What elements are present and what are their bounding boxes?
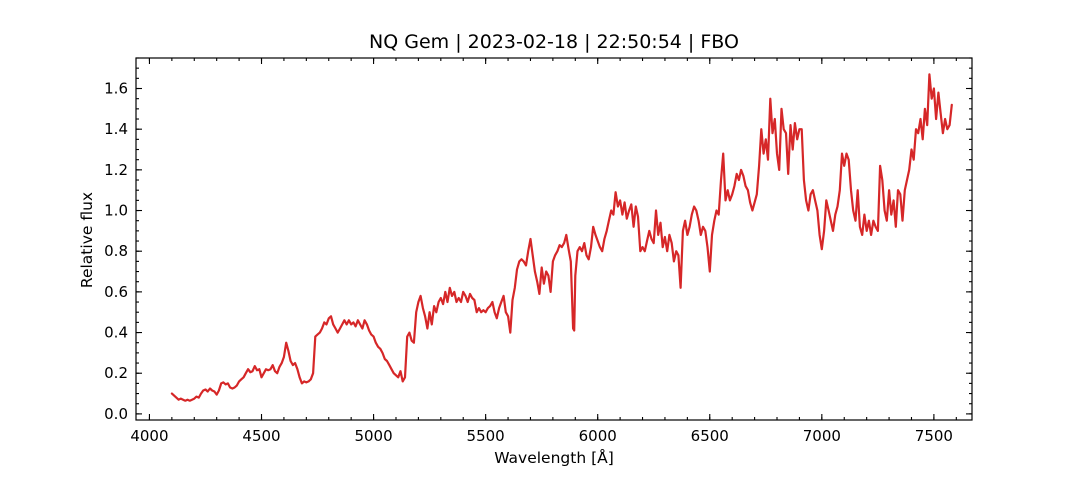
y-tick-label: 1.6 (104, 80, 128, 98)
axis-ticks: 4000 4500 5000 5500 6000 6500 7000 7500 0.0 0.2 0.… (104, 57, 972, 445)
x-tick-label: 7000 (803, 427, 841, 445)
y-tick-label: 0.2 (104, 364, 128, 382)
spectrum-line (170, 73, 953, 402)
y-tick-label: 0.0 (104, 405, 128, 423)
plot-area: 4000 4500 5000 5500 6000 6500 7000 7500 0.0 0.2 0.… (104, 57, 973, 445)
y-tick-label: 1.2 (104, 161, 128, 179)
chart-title: NQ Gem | 2023-02-18 | 22:50:54 | FBO (369, 31, 739, 53)
x-tick-label: 6500 (691, 427, 729, 445)
x-tick-label: 5000 (354, 427, 392, 445)
x-tick-label: 7500 (915, 427, 953, 445)
x-tick-label: 5500 (467, 427, 505, 445)
y-tick-label: 0.6 (104, 283, 128, 301)
x-axis-label: Wavelength [Å] (494, 448, 614, 467)
y-tick-label: 0.4 (104, 324, 128, 342)
x-tick-label: 6000 (579, 427, 617, 445)
y-tick-label: 1.0 (104, 202, 128, 220)
y-axis-label: Relative flux (78, 192, 96, 288)
y-tick-label: 0.8 (104, 242, 128, 260)
x-tick-label: 4500 (242, 427, 280, 445)
series-layer (170, 73, 953, 402)
y-tick-label: 1.4 (104, 120, 128, 138)
plot-frame (135, 57, 973, 421)
x-tick-label: 4000 (130, 427, 168, 445)
